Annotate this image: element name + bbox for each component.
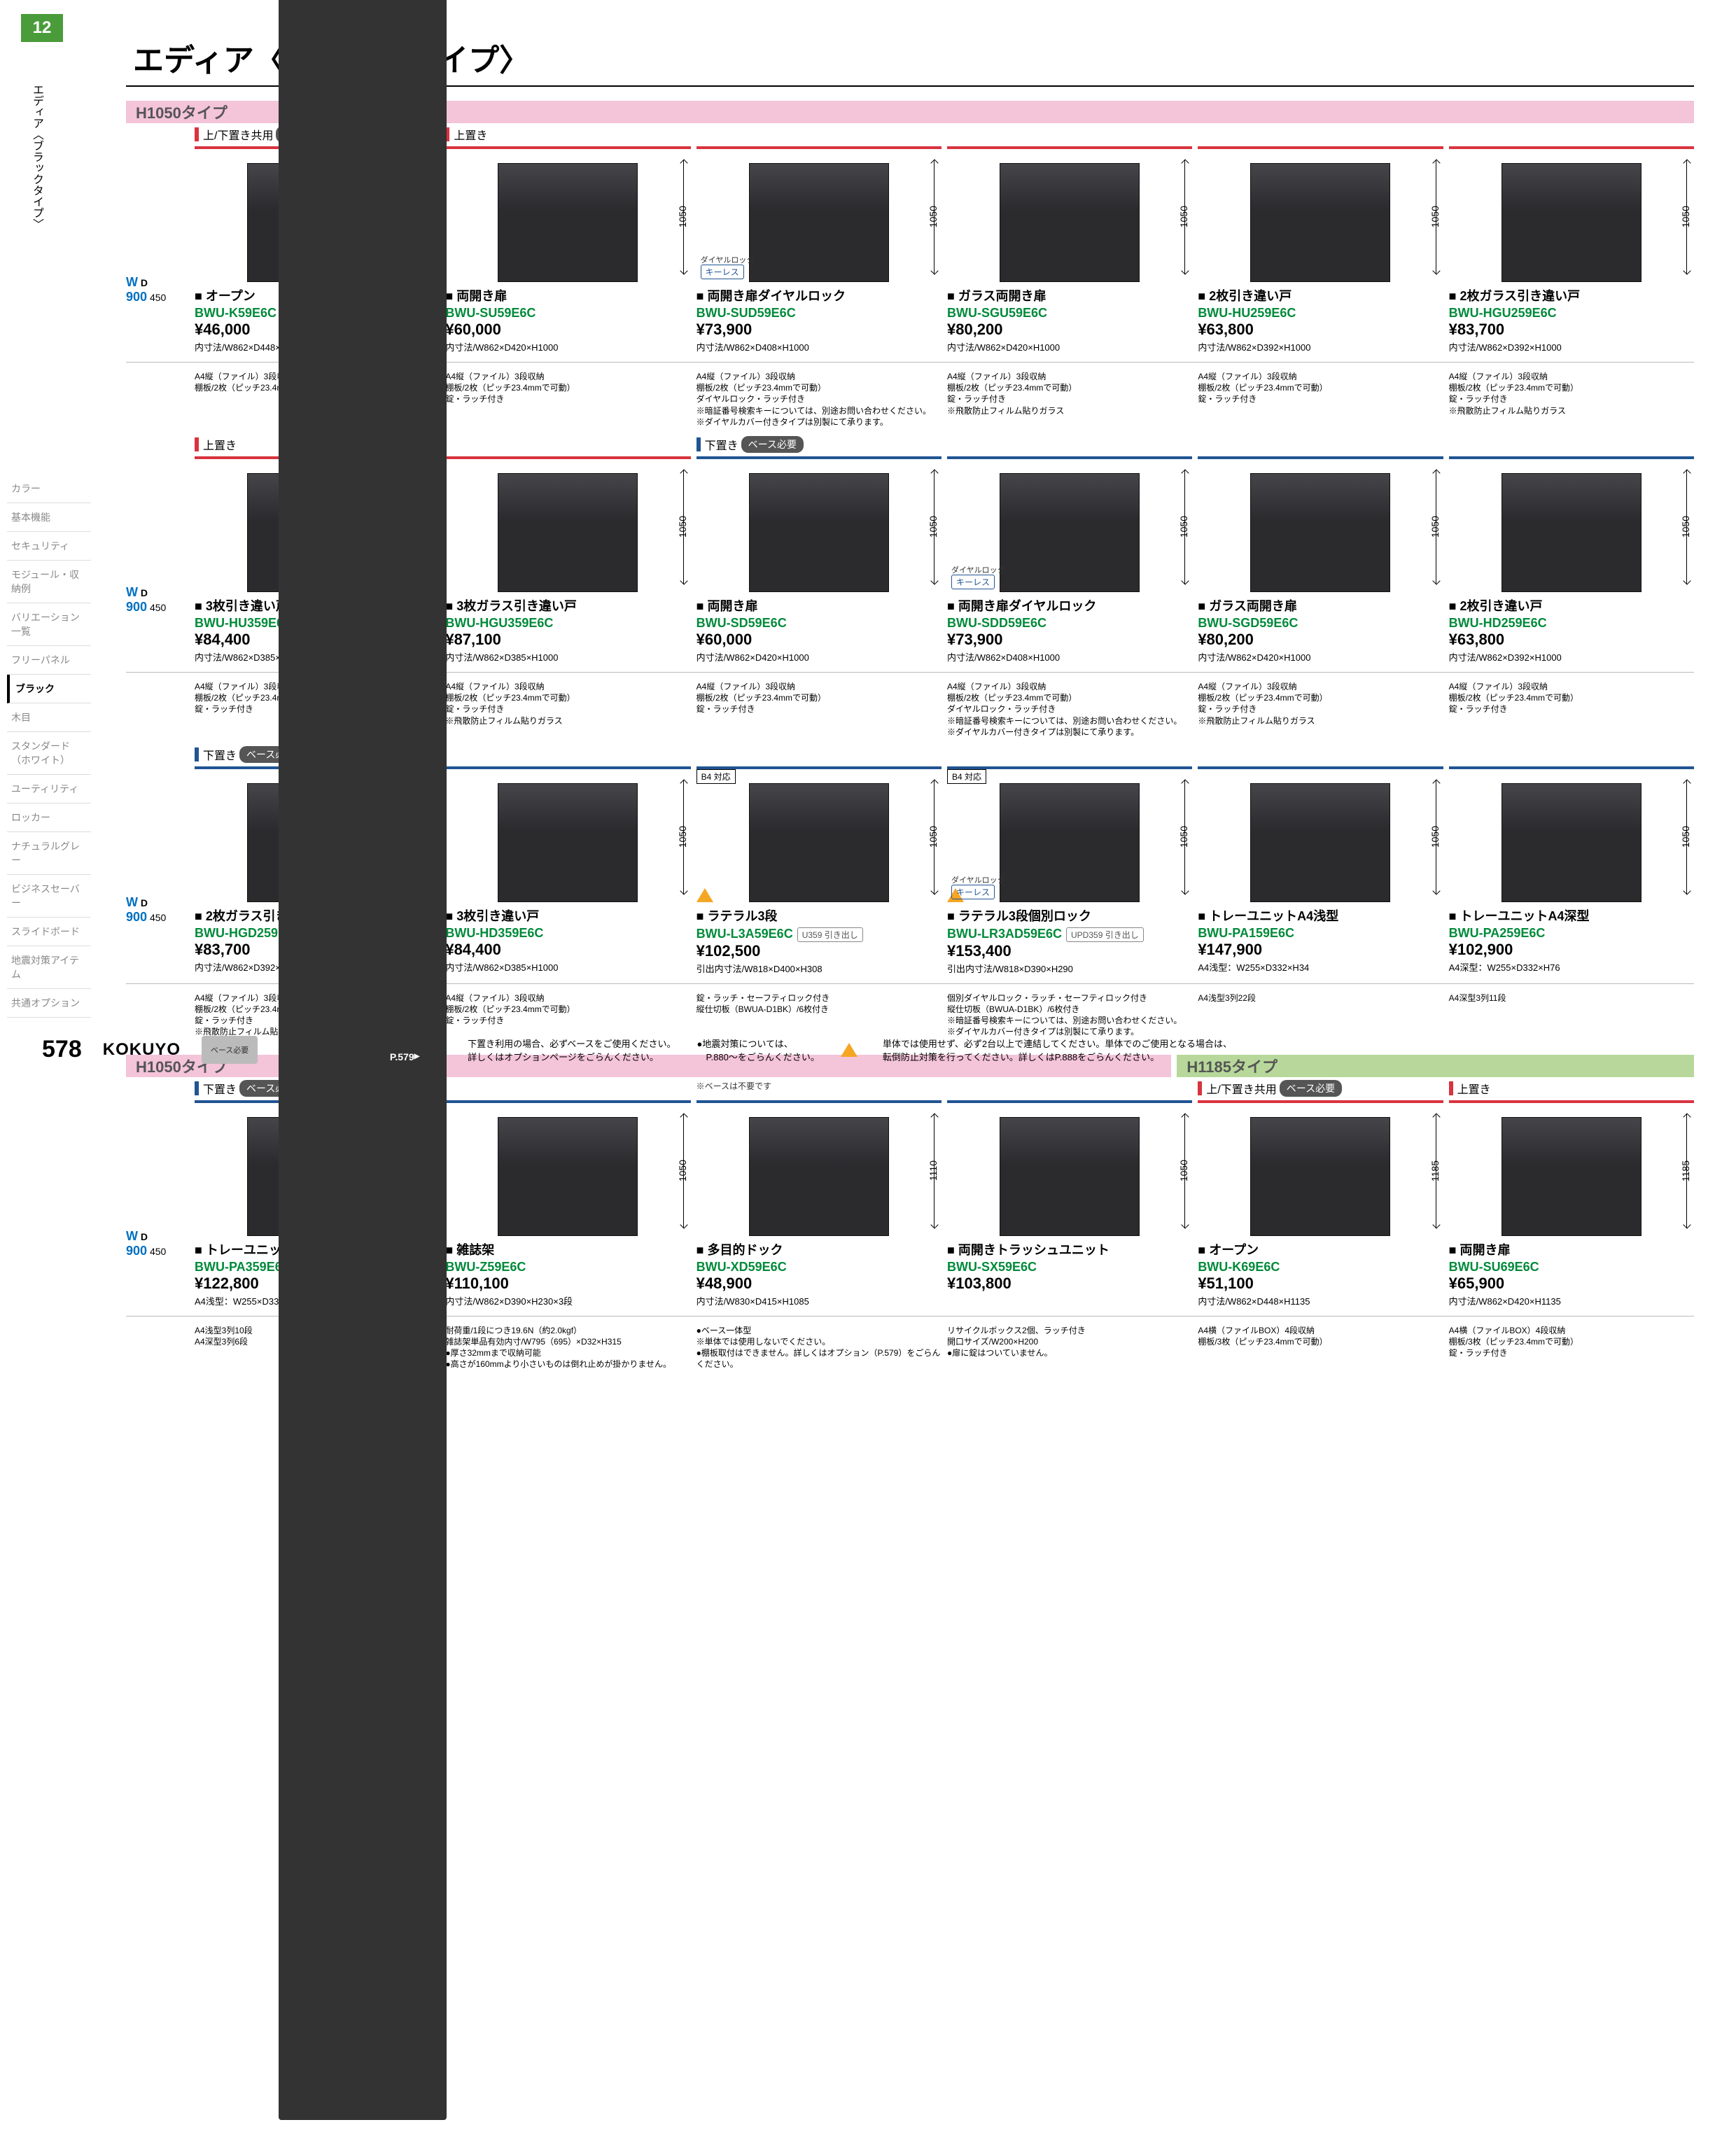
page-number-bottom: 578 — [42, 1036, 82, 1063]
warning-icon — [841, 1043, 862, 1057]
base-page-ref: P.579▶ — [279, 0, 447, 2120]
brand-logo: KOKUYO — [103, 1040, 181, 1060]
footer-note-2: ●地震対策については、 P.880〜をごらんください。 — [697, 1037, 820, 1063]
sidebar-category-title: エディア〈ブラックタイプ〉 — [7, 84, 45, 230]
catalog-page: 12 エディア〈ブラックタイプ〉 エディア〈ブラックタイプ〉 カラー基本機能セキ… — [0, 0, 1736, 2141]
page-footer: 578 KOKUYO ベース必要 P.579▶ 下置き利用の場合、必ずベースをご… — [42, 0, 1694, 2120]
footer-note-3: 単体では使用せず、必ず2台以上で連結してください。単体でのご使用となる場合は、 … — [883, 1037, 1232, 1063]
base-required-icon: ベース必要 — [202, 1036, 258, 1064]
footer-note-1: 下置き利用の場合、必ずベースをご使用ください。 詳しくはオプションページをごらん… — [468, 1037, 676, 1063]
